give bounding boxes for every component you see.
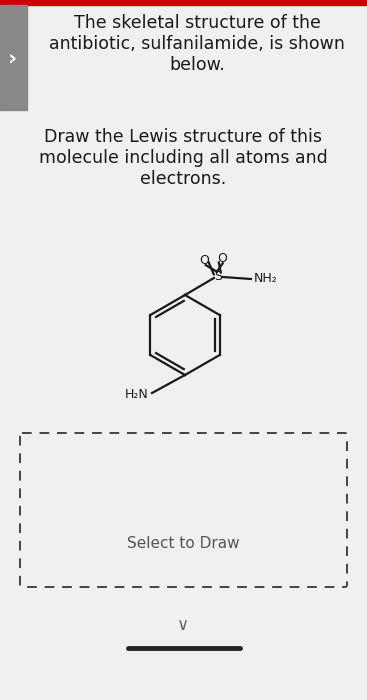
Text: O: O — [217, 251, 227, 265]
Text: ∨: ∨ — [177, 616, 189, 634]
Text: O: O — [199, 253, 209, 267]
Text: ›: › — [8, 48, 18, 68]
Text: Select to Draw: Select to Draw — [127, 536, 240, 550]
Text: S: S — [214, 270, 222, 283]
Text: The skeletal structure of the
antibiotic, sulfanilamide, is shown
below.: The skeletal structure of the antibiotic… — [49, 14, 345, 74]
Text: H₂N: H₂N — [124, 389, 148, 402]
Text: Draw the Lewis structure of this
molecule including all atoms and
electrons.: Draw the Lewis structure of this molecul… — [39, 128, 327, 188]
Text: NH₂: NH₂ — [254, 272, 278, 286]
Bar — [0, 5, 27, 110]
Bar — [0, 0, 367, 5]
